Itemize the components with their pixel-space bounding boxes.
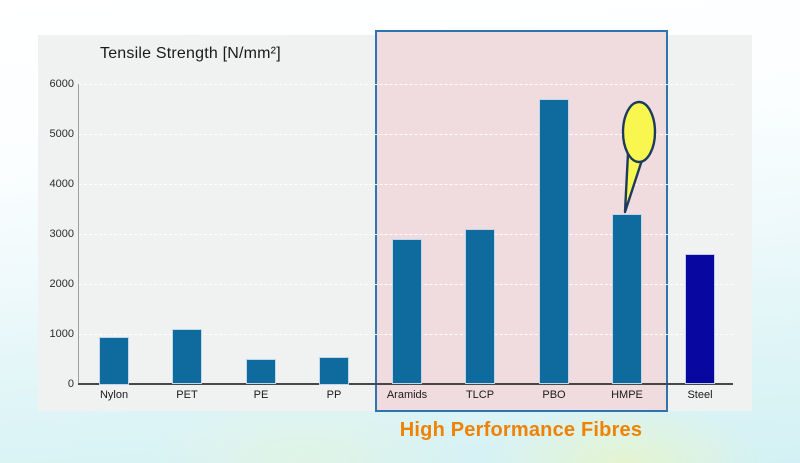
y-tick-label-3000: 3000 <box>49 228 74 240</box>
bar-hmpe <box>612 214 642 384</box>
y-tick-label-4000: 4000 <box>49 178 74 190</box>
y-tick-label-1000: 1000 <box>49 328 74 340</box>
y-tick-label-5000: 5000 <box>49 128 74 140</box>
x-category-label-pp: PP <box>326 389 342 401</box>
y-axis-line <box>78 84 79 384</box>
bar-tlcp <box>465 229 495 384</box>
x-category-label-tlcp: TLCP <box>465 389 495 401</box>
y-tick-label-6000: 6000 <box>49 78 74 90</box>
x-category-label-hmpe: HMPE <box>611 389 643 401</box>
bar-pe <box>246 359 276 384</box>
high-performance-fibres-caption: High Performance Fibres <box>399 419 643 441</box>
x-axis-line <box>78 383 733 385</box>
x-category-label-nylon: Nylon <box>99 389 129 401</box>
bar-pet <box>172 329 202 384</box>
gridline-5000 <box>79 134 733 135</box>
y-tick-label-0: 0 <box>67 378 74 390</box>
x-category-label-pet: PET <box>176 389 198 401</box>
gridline-6000 <box>79 84 733 85</box>
chart-title: Tensile Strength [N/mm²] <box>100 45 281 62</box>
x-category-label-aramids: Aramids <box>386 389 428 401</box>
bar-steel <box>685 254 715 384</box>
bar-nylon <box>99 337 129 385</box>
y-tick-label-2000: 2000 <box>49 278 74 290</box>
x-category-label-steel: Steel <box>687 389 713 401</box>
bar-pbo <box>539 99 569 384</box>
x-category-label-pbo: PBO <box>542 389 566 401</box>
gridline-4000 <box>79 184 733 185</box>
x-category-label-pe: PE <box>253 389 269 401</box>
chart-panel: Tensile Strength [N/mm²] 0 1000 2000 3000 40… <box>38 30 752 412</box>
gridline-3000 <box>79 234 733 235</box>
bar-pp <box>319 357 349 385</box>
bar-aramids <box>392 239 422 384</box>
